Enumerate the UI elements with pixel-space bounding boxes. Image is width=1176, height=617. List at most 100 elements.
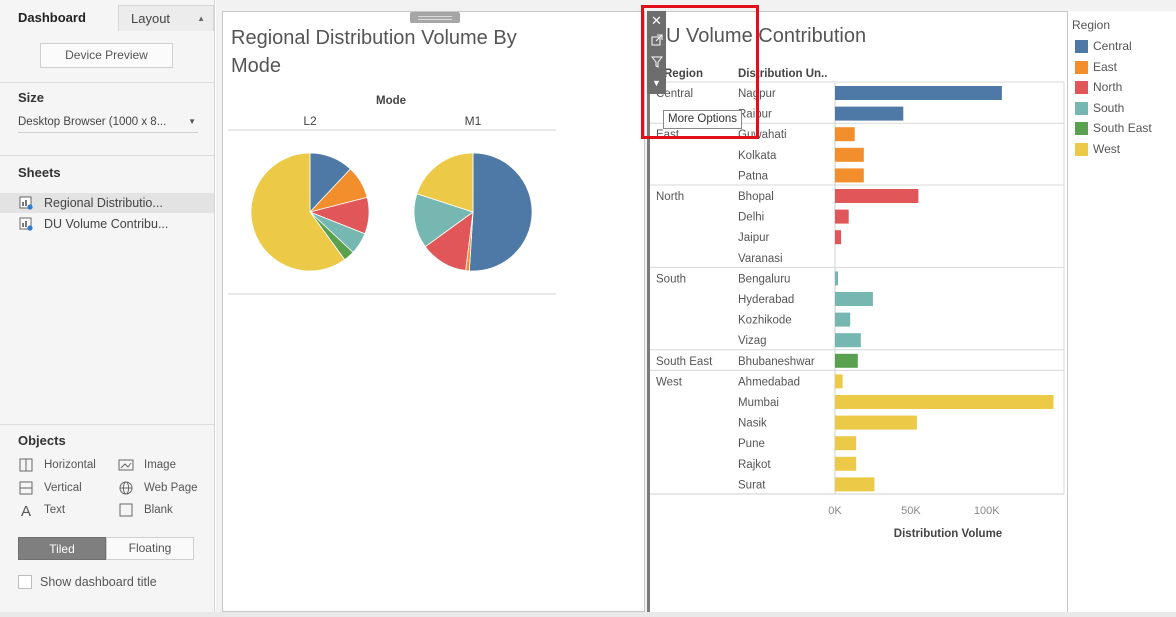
pane-tabs: Dashboard Layout ▲ [0,0,215,34]
tab-layout-label: Layout [131,11,171,26]
more-options-icon[interactable]: ▼ [652,78,661,88]
pie-slice-m1-south[interactable] [413,193,474,248]
legend-swatch [1075,40,1088,53]
bar-surat[interactable] [835,477,875,492]
worksheet-icon [19,196,33,210]
legend-label: South [1093,101,1125,115]
bar-mumbai[interactable] [835,395,1054,409]
bar-rajkot[interactable] [835,456,857,471]
pie-column-label: L2 [303,114,317,128]
bar-nasik[interactable] [835,415,917,430]
legend-item-central[interactable]: Central [1075,38,1132,54]
object-text[interactable]: A Text [21,502,65,518]
bar-vizag[interactable] [835,333,861,348]
sheet-item-regional-distribution[interactable]: Regional Distributio... [0,193,214,213]
tab-dashboard[interactable]: Dashboard [0,5,118,31]
object-label: Web Page [144,482,198,494]
x-tick-label: 50K [901,505,921,517]
tiled-toggle[interactable]: Tiled [18,537,106,560]
close-icon[interactable]: ✕ [651,13,662,28]
object-label: Blank [144,504,173,516]
du-label: Vizag [738,335,767,347]
tab-layout[interactable]: Layout ▲ [118,5,214,31]
bar-nagpur[interactable] [835,86,1002,100]
bar-kozhikode[interactable] [835,312,851,327]
pie-slice-m1-central[interactable] [468,152,533,272]
du-label: Ahmedabad [738,376,800,388]
object-vertical[interactable]: Vertical [19,480,82,496]
legend-swatch [1075,143,1088,156]
legend-label: West [1093,142,1121,156]
du-label: Pune [738,438,765,450]
highlight-annotation [641,5,759,139]
du-label: Rajkot [738,459,771,471]
legend-item-north[interactable]: North [1075,79,1122,95]
go-to-sheet-icon[interactable] [647,31,666,50]
image-icon [118,459,134,471]
size-dropdown[interactable]: Desktop Browser (1000 x 8... ▼ [18,113,198,133]
divider [0,82,215,83]
sheet-item-du-volume[interactable]: DU Volume Contribu... [0,214,214,234]
bar-patna[interactable] [835,168,864,183]
du-label: Kolkata [738,150,777,162]
globe-icon [119,481,133,495]
bar-raipur[interactable] [835,106,904,121]
size-section-title: Size [18,90,45,105]
show-dashboard-title-checkbox[interactable]: Show dashboard title [18,574,157,590]
object-horizontal[interactable]: Horizontal [19,457,96,473]
pie-slice-l2-west[interactable] [250,152,346,272]
sheets-section-title: Sheets [18,165,61,180]
du-label: Patna [738,170,769,182]
bar-kolkata[interactable] [835,147,864,162]
object-label: Horizontal [44,459,96,471]
object-image[interactable]: Image [118,457,176,473]
checkbox-box[interactable] [18,575,32,589]
bar-pune[interactable] [835,436,857,451]
device-preview-button[interactable]: Device Preview [40,43,173,68]
bar-guwahati[interactable] [835,127,855,142]
region-label: West [656,376,683,388]
x-axis: 0K 50K 100K [828,505,1000,517]
checkbox-label: Show dashboard title [40,575,157,589]
pie-chart: Mode L2 M1 [228,95,556,295]
du-label: Bengaluru [738,273,790,285]
x-tick-label: 0K [828,505,842,517]
region-column-header: Region [664,68,703,80]
legend-swatch [1075,122,1088,135]
bar-jaipur[interactable] [835,230,842,245]
pie-title-line1: Regional Distribution Volume By [231,27,517,49]
sheet-item-label: DU Volume Contribu... [44,217,169,231]
objects-section-title: Objects [18,433,66,448]
bar-sheet-title: U Volume Contribution [666,25,867,47]
size-dropdown-value: Desktop Browser (1000 x 8... [18,116,167,128]
du-label: Hyderabad [738,294,794,306]
pie-sheet-zone[interactable] [222,11,645,612]
legend-item-east[interactable]: East [1075,59,1117,75]
du-label: Mumbai [738,397,779,409]
legend-item-south-east[interactable]: South East [1075,120,1152,136]
du-label: Varanasi [738,253,783,265]
object-web-page[interactable]: Web Page [119,480,198,496]
drag-handle-icon[interactable] [410,12,460,23]
object-blank[interactable]: Blank [119,502,173,518]
bar-hyderabad[interactable] [835,292,873,306]
filter-icon[interactable] [647,53,666,72]
bar-bhopal[interactable] [835,189,919,203]
legend-item-west[interactable]: West [1075,141,1120,157]
bar-bengaluru[interactable] [835,271,838,286]
worksheet-icon [19,217,33,231]
pie-title-line2: Mode [231,55,282,77]
pie-sheet-title: Regional Distribution Volume By Mode [231,24,517,80]
pie-slice-m1-west[interactable] [416,152,474,213]
legend-item-south[interactable]: South [1075,100,1124,116]
bar-bhubaneshwar[interactable] [835,353,858,368]
vertical-container-icon [19,481,33,495]
bar-ahmedabad[interactable] [835,374,843,389]
bar-delhi[interactable] [835,209,849,224]
floating-toggle[interactable]: Floating [106,537,194,560]
mode-header: Mode [376,95,406,107]
region-label: South [656,273,686,285]
legend-label: East [1093,60,1118,74]
legend-swatch [1075,61,1088,74]
x-tick-label: 100K [974,505,1000,517]
